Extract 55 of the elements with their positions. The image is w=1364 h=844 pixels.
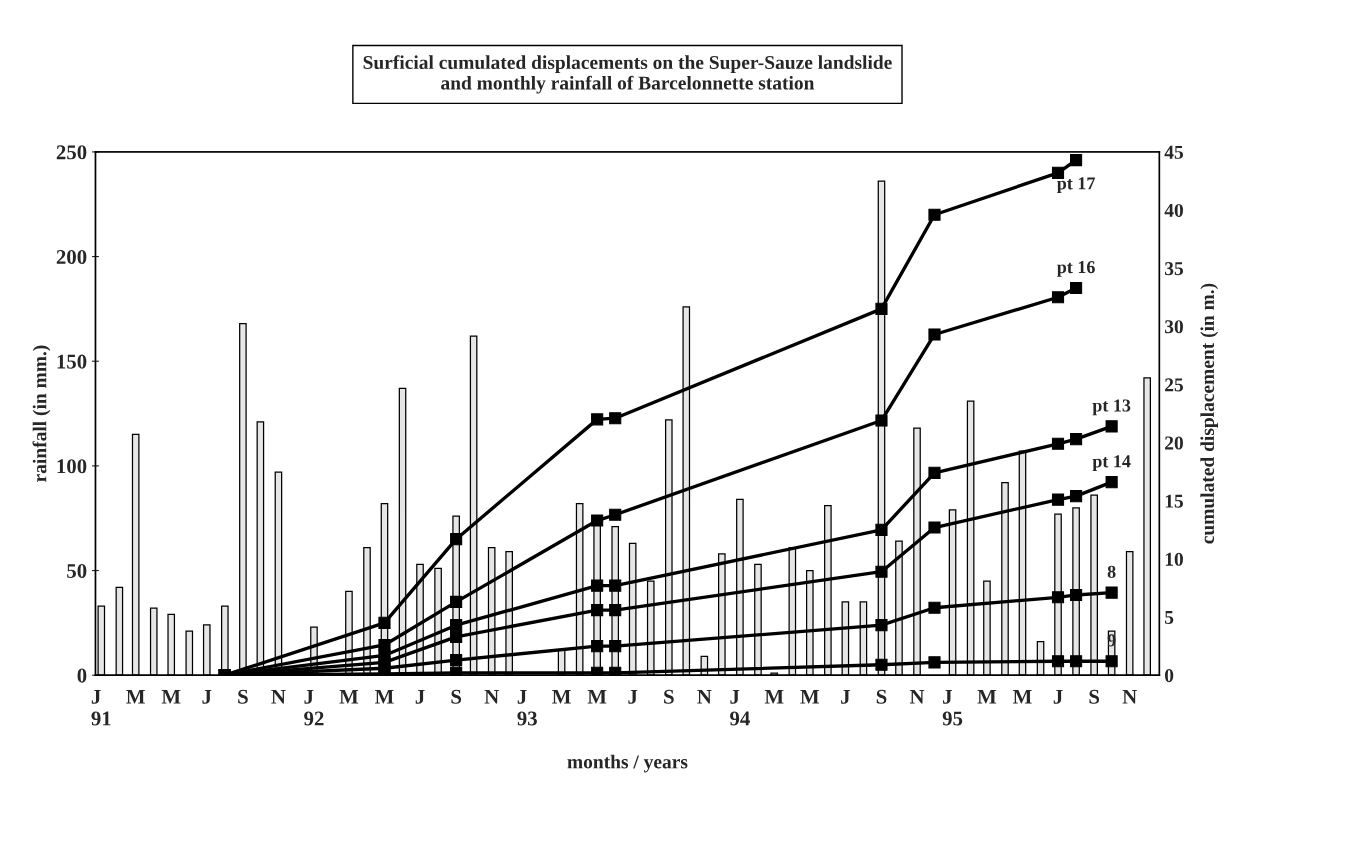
x-tick-label: M [977, 689, 997, 704]
chart-title: Surficial cumulated displacements on the Super-Sauze landslide and monthly rainfall of Barcelonnette station [363, 55, 892, 94]
y-tick-label: 0 [77, 668, 87, 683]
y-axis-title: rainfall (in mm.) [32, 345, 51, 482]
y2-tick-label: 10 [1165, 552, 1183, 566]
x-tick-label: M [800, 689, 820, 704]
x-tick-label: M [764, 689, 784, 704]
series-label: pt 16 [1057, 261, 1095, 277]
x-tick-label: J 92 [304, 689, 324, 726]
x-tick-label: M [1013, 689, 1032, 704]
y-tick-label: 250 [56, 145, 87, 160]
y2-tick-label: 30 [1164, 320, 1183, 334]
y2-tick-label: 15 [1165, 494, 1183, 508]
x-tick-label: M [161, 689, 181, 704]
series-label: pt 14 [1092, 455, 1131, 472]
x-tick-label: M [375, 689, 394, 704]
x-tick-label: N [697, 689, 712, 704]
x-tick-label: M [552, 689, 571, 704]
x-tick-label: N [271, 689, 286, 704]
x-tick-label: J [1053, 689, 1063, 704]
y-tick-label: 150 [57, 354, 87, 369]
y2-axis-title: cumulated displacement (in m.) [1200, 283, 1219, 544]
y2-tick-label: 45 [1164, 145, 1183, 159]
y2-tick-label: 25 [1165, 378, 1183, 392]
x-axis-title: months / years [567, 754, 688, 773]
y-tick-label: 50 [67, 563, 87, 578]
x-tick-label: J 94 [730, 689, 750, 726]
y2-tick-label: 40 [1164, 203, 1183, 217]
x-tick-label: M [339, 689, 359, 704]
series-label: 8 [1107, 565, 1116, 578]
y-tick-label: 200 [56, 249, 87, 265]
y2-tick-label: 5 [1165, 611, 1174, 624]
x-tick-label: N [1122, 689, 1137, 704]
y2-tick-label: 35 [1164, 262, 1183, 276]
y2-tick-label: 20 [1165, 436, 1183, 450]
x-tick-label: M [126, 689, 145, 704]
x-tick-label: M [587, 689, 607, 704]
x-tick-label: J [841, 689, 850, 704]
x-tick-label: J [202, 689, 212, 704]
x-tick-label: S [238, 689, 248, 704]
x-tick-label: J 95 [942, 689, 963, 726]
x-tick-label: S [876, 689, 887, 704]
y-tick-label: 100 [57, 459, 87, 474]
series-label: pt 17 [1057, 177, 1095, 194]
y2-tick-label: 0 [1165, 669, 1174, 683]
x-tick-label: J [415, 689, 425, 704]
x-tick-label: J 91 [91, 689, 111, 726]
series-label: pt 13 [1092, 399, 1131, 416]
x-tick-label: S [664, 689, 674, 704]
x-tick-label: N [484, 689, 499, 704]
x-tick-label: N [909, 689, 925, 704]
x-tick-label: J [628, 689, 638, 704]
x-tick-label: J 93 [517, 689, 537, 726]
x-tick-label: S [1089, 689, 1100, 704]
x-tick-label: S [451, 689, 462, 704]
